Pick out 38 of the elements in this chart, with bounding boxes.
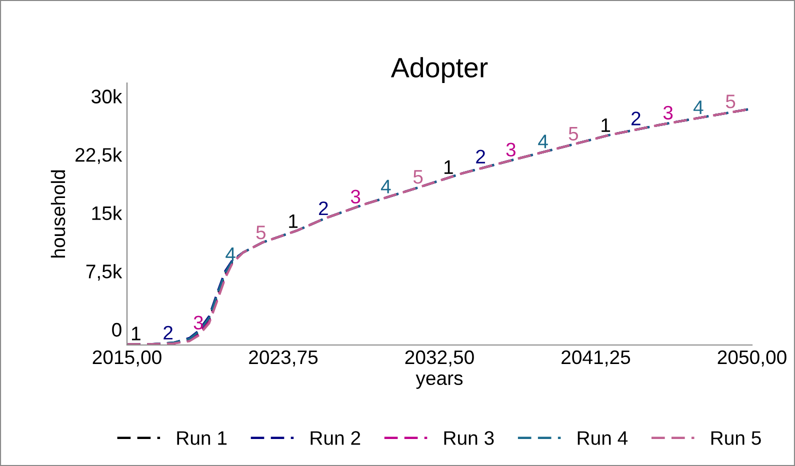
x-tick-label: 2041,25	[562, 350, 630, 366]
x-tick-label: 2050,00	[718, 350, 786, 366]
x-tick-label: 2015,00	[92, 350, 162, 366]
annotation: 4	[693, 100, 704, 114]
annotation: 2	[319, 201, 328, 216]
annotation: 5	[726, 94, 736, 108]
annotation: 3	[194, 316, 203, 330]
annotation: 4	[538, 134, 548, 148]
annotation: 2	[164, 326, 173, 340]
x-tick-label: 2023,75	[249, 350, 318, 366]
annotation: 1	[132, 326, 140, 340]
y-tick-label: 30k	[92, 89, 122, 104]
annotation: 3	[663, 106, 673, 120]
legend-label: Run 2	[310, 431, 360, 445]
y-tick-label: 22,5k	[76, 147, 122, 164]
annotation: 3	[350, 190, 360, 204]
legend-label: Run 1	[177, 431, 227, 445]
legend-label: Run 4	[578, 431, 628, 445]
x-tick-label: 2032,50	[405, 350, 474, 366]
annotation: 1	[444, 160, 453, 174]
chart-title: Adopter	[390, 57, 488, 83]
annotation: 4	[226, 248, 236, 261]
y-tick-label: 7,5k	[86, 264, 122, 281]
y-axis-title: household	[50, 170, 66, 258]
x-axis-title: years	[416, 374, 463, 389]
legend-label: Run 5	[711, 431, 761, 445]
annotation: 5	[413, 170, 423, 184]
y-tick-label: 0	[112, 322, 122, 337]
annotation: 4	[380, 180, 391, 194]
annotation: 2	[476, 150, 486, 164]
annotation: 1	[289, 214, 298, 228]
annotation: 2	[632, 112, 640, 126]
y-tick-label: 15k	[92, 206, 122, 220]
annotation: 5	[256, 226, 266, 240]
annotation: 1	[602, 118, 610, 132]
annotation: 5	[568, 127, 578, 141]
annotation: 3	[506, 142, 516, 157]
legend-label: Run 3	[444, 431, 494, 445]
